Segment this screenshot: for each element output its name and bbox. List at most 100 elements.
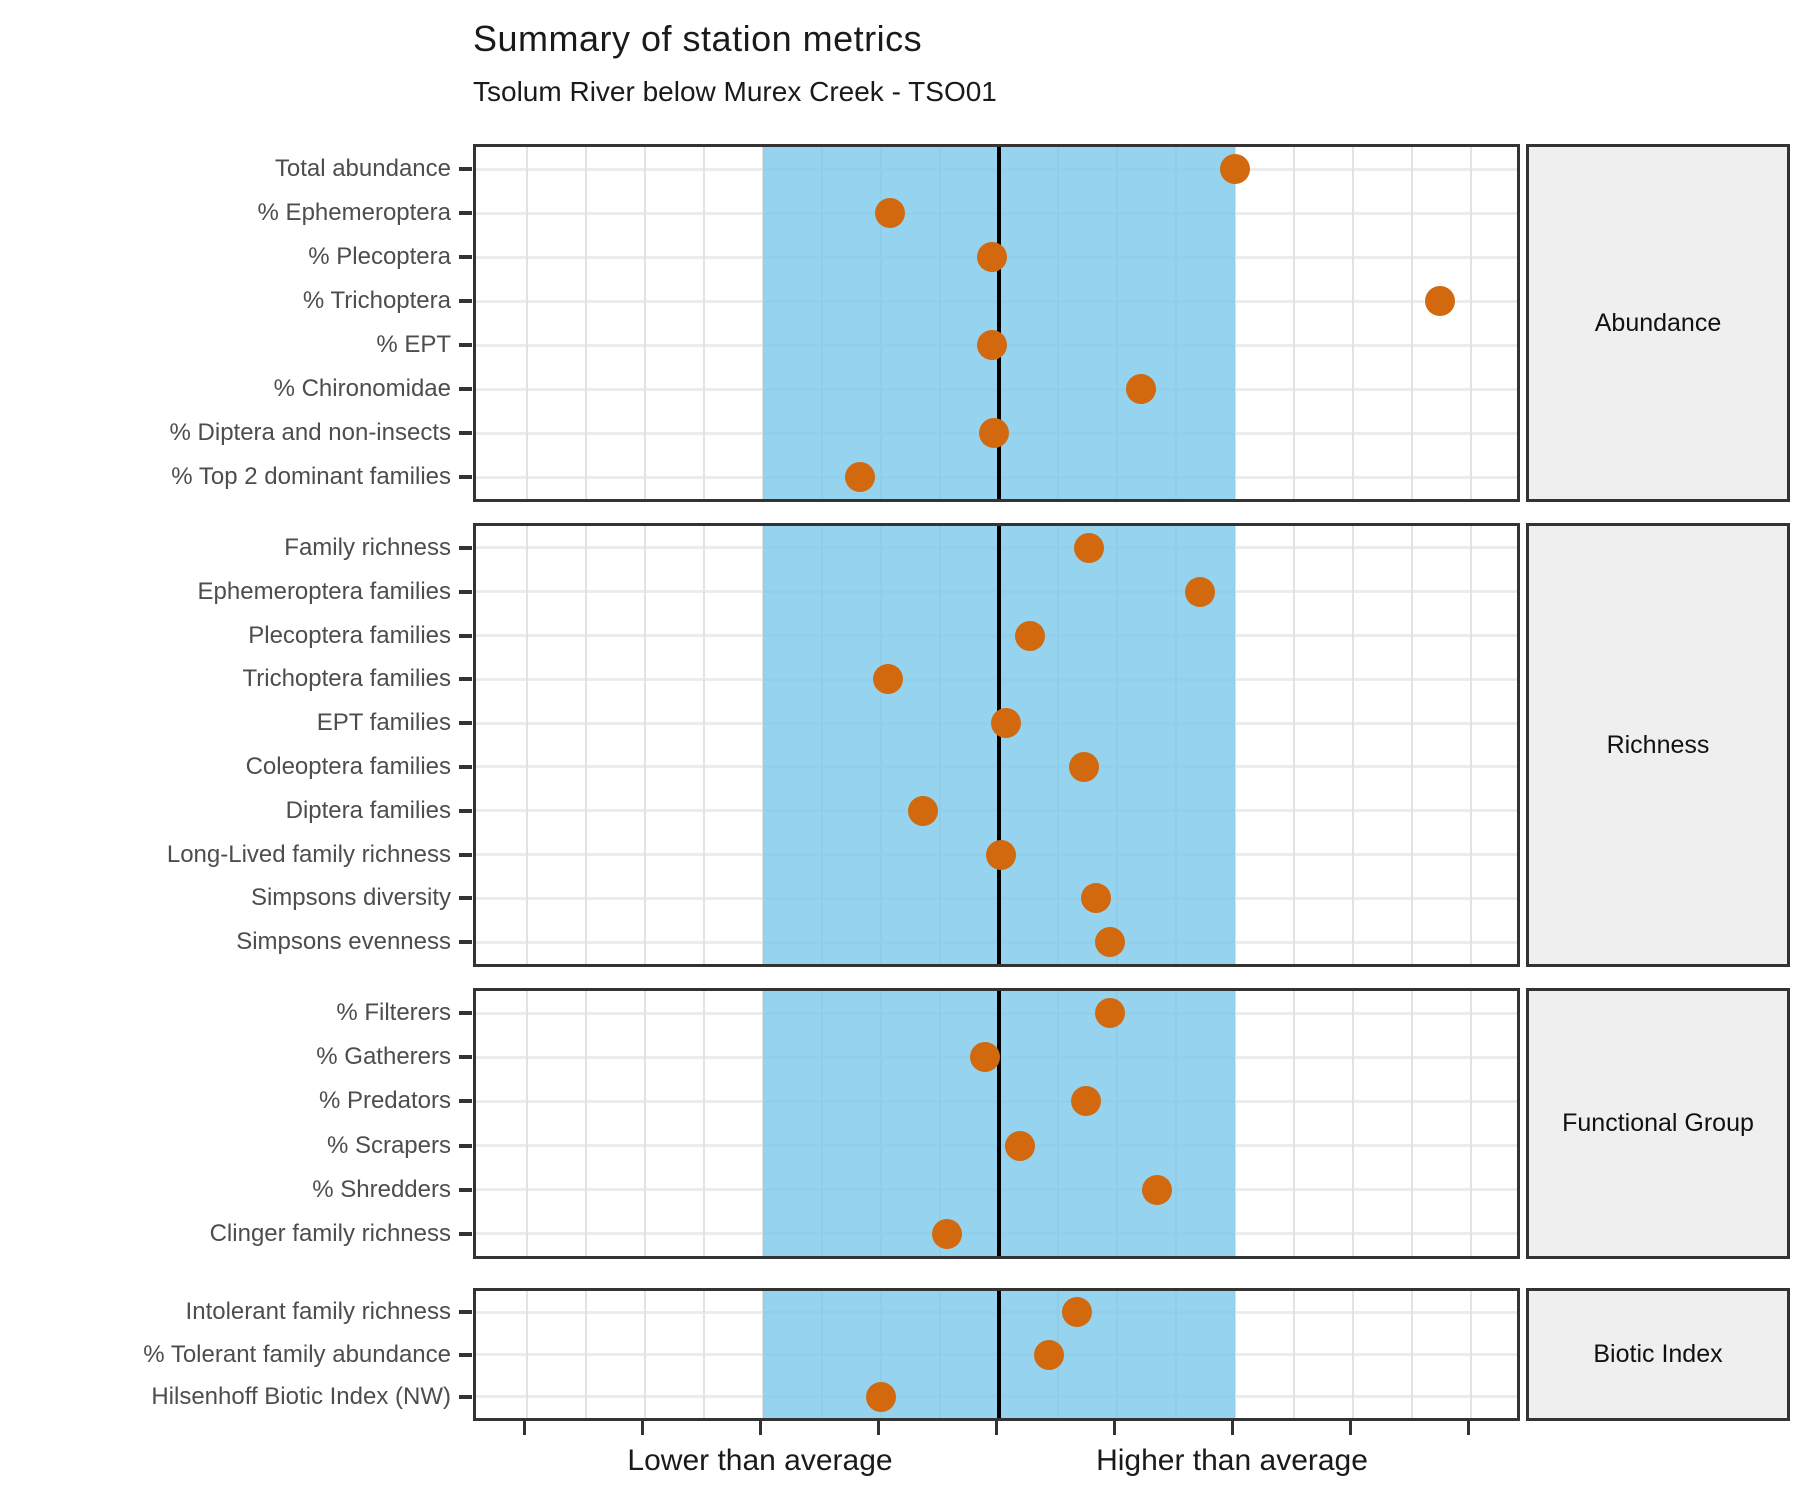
vertical-gridline	[1352, 147, 1354, 499]
vertical-gridline	[1293, 1291, 1295, 1418]
y-axis-tick	[459, 808, 472, 813]
vertical-gridline	[1470, 1291, 1472, 1418]
facet-strip: Functional Group	[1526, 988, 1790, 1259]
vertical-gridline	[1234, 147, 1236, 499]
y-axis-tick	[459, 387, 472, 391]
vertical-gridline	[1411, 1291, 1413, 1418]
y-axis-tick	[459, 852, 472, 857]
y-axis-tick	[459, 1055, 472, 1060]
x-axis-tick	[640, 1421, 644, 1435]
y-axis-tick	[459, 1310, 472, 1315]
metric-row-label: % Predators	[318, 1087, 451, 1115]
metric-data-point	[1220, 154, 1250, 184]
y-axis-tick	[459, 255, 472, 259]
metric-row-label: Coleoptera families	[245, 752, 451, 780]
metric-row-label: Simpsons diversity	[250, 884, 451, 912]
metric-data-point	[1061, 1297, 1092, 1328]
facet-strip: Abundance	[1526, 144, 1790, 502]
metric-row-label: Family richness	[284, 533, 451, 561]
vertical-gridline	[703, 147, 705, 499]
metric-row-label: % Tolerant family abundance	[143, 1340, 451, 1368]
average-center-line	[997, 1291, 1001, 1418]
metric-row-label: % Diptera and non-insects	[169, 419, 451, 446]
facet-strip-label: Abundance	[1594, 308, 1722, 337]
facet-strip-label: Richness	[1606, 730, 1710, 759]
y-axis-tick	[459, 1352, 472, 1357]
metric-row-label: Ephemeroptera families	[197, 577, 451, 605]
vertical-gridline	[1470, 147, 1472, 499]
vertical-gridline	[703, 991, 705, 1256]
vertical-gridline	[1411, 526, 1413, 964]
metric-row-label: % Trichoptera	[302, 287, 451, 314]
metric-data-point	[1184, 576, 1215, 607]
metric-row-label: Intolerant family richness	[185, 1298, 451, 1326]
facet-strip: Richness	[1526, 523, 1790, 967]
vertical-gridline	[585, 526, 587, 964]
vertical-gridline	[1352, 526, 1354, 964]
vertical-gridline	[526, 1291, 528, 1418]
y-axis-tick	[459, 589, 472, 594]
vertical-gridline	[585, 147, 587, 499]
vertical-gridline	[1470, 526, 1472, 964]
vertical-gridline	[1293, 147, 1295, 499]
metric-data-point	[1425, 286, 1456, 316]
facet-strip: Biotic Index	[1526, 1288, 1790, 1421]
x-axis-tick	[1112, 1421, 1116, 1435]
metric-data-point	[976, 330, 1007, 360]
x-axis-tick	[522, 1421, 526, 1435]
x-axis-tick	[758, 1421, 762, 1435]
y-axis-tick	[459, 633, 472, 638]
metric-data-point	[1068, 751, 1099, 782]
metric-row-label: % EPT	[376, 331, 451, 358]
y-axis-tick	[459, 1394, 472, 1399]
vertical-gridline	[1293, 991, 1295, 1256]
metric-data-point	[1014, 620, 1045, 651]
facet-panel	[473, 523, 1520, 967]
facet-strip-label: Biotic Index	[1593, 1340, 1723, 1368]
metric-row-label: Trichoptera families	[242, 665, 451, 693]
vertical-gridline	[703, 526, 705, 964]
y-axis-tick	[459, 211, 472, 215]
x-axis-label-lower: Lower than average	[627, 1444, 893, 1477]
average-center-line	[997, 991, 1001, 1256]
y-axis-tick	[459, 343, 472, 347]
facet-panel	[473, 1288, 1520, 1421]
y-axis-tick	[459, 940, 472, 945]
chart-subtitle: Tsolum River below Murex Creek - TSO01	[473, 76, 997, 107]
metric-row-label: Total abundance	[274, 155, 451, 182]
x-axis-label-higher: Higher than average	[1096, 1444, 1368, 1477]
vertical-gridline	[644, 147, 646, 499]
vertical-gridline	[1234, 1291, 1236, 1418]
metric-data-point	[875, 198, 906, 228]
metric-row-label: % Filterers	[336, 999, 451, 1027]
metric-row-label: Long-Lived family richness	[166, 840, 451, 868]
vertical-gridline	[644, 1291, 646, 1418]
vertical-gridline	[585, 1291, 587, 1418]
chart-title: Summary of station metrics	[473, 18, 923, 59]
metric-row-label: % Scrapers	[326, 1131, 451, 1159]
facet-panel	[473, 988, 1520, 1259]
metric-data-point	[1094, 998, 1125, 1029]
average-center-line	[997, 147, 1001, 499]
x-axis-tick	[1348, 1421, 1352, 1435]
vertical-gridline	[1411, 147, 1413, 499]
vertical-gridline	[585, 991, 587, 1256]
vertical-gridline	[1234, 991, 1236, 1256]
y-axis-tick	[459, 1143, 472, 1148]
metric-data-point	[908, 795, 939, 826]
metric-data-point	[1005, 1130, 1036, 1161]
y-axis-tick	[459, 1011, 472, 1016]
vertical-gridline	[526, 526, 528, 964]
metric-data-point	[873, 664, 904, 695]
metric-row-label: EPT families	[316, 709, 451, 737]
vertical-gridline	[1352, 991, 1354, 1256]
average-center-line	[997, 526, 1001, 964]
metric-data-point	[986, 839, 1017, 870]
vertical-gridline	[703, 1291, 705, 1418]
vertical-gridline	[526, 147, 528, 499]
vertical-gridline	[1352, 1291, 1354, 1418]
metric-data-point	[1125, 374, 1156, 404]
metric-data-point	[1033, 1339, 1064, 1370]
y-axis-tick	[459, 896, 472, 901]
